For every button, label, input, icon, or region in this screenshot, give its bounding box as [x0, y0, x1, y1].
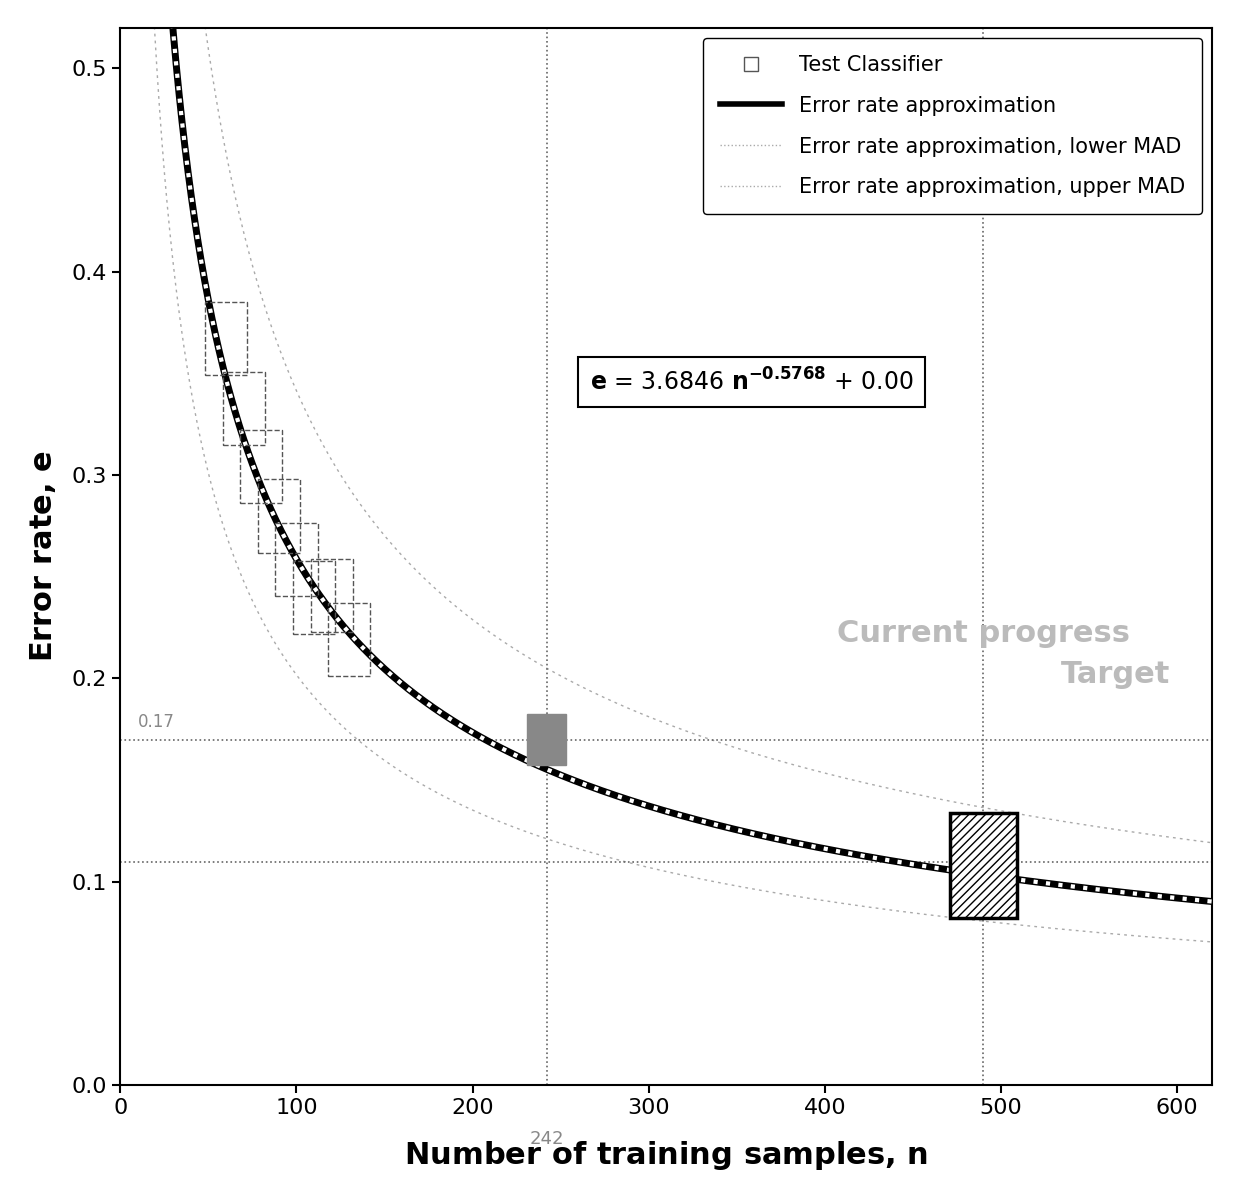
- X-axis label: Number of training samples, $\mathbf{n}$: Number of training samples, $\mathbf{n}$: [404, 1139, 929, 1172]
- Error rate approximation: [310, 584, 325, 599]
- Error rate approximation, upper MAD: [310, 426, 325, 440]
- Bar: [527, 714, 565, 764]
- Bar: [950, 812, 1017, 918]
- Error rate approximation, lower MAD: [1066, 923, 1081, 937]
- Error rate approximation, lower MAD: [1205, 935, 1220, 949]
- Error rate approximation, upper MAD: [246, 259, 260, 274]
- Text: $\mathbf{e}$ = 3.6846 $\mathbf{n}$$^{\mathbf{-0.5768}}$ + 0.00: $\mathbf{e}$ = 3.6846 $\mathbf{n}$$^{\ma…: [590, 368, 914, 396]
- Error rate approximation, lower MAD: [246, 594, 260, 608]
- Bar: [258, 480, 300, 553]
- Text: Current progress: Current progress: [837, 619, 1130, 648]
- Error rate approximation: [537, 761, 552, 775]
- Bar: [310, 559, 353, 632]
- Bar: [222, 372, 265, 445]
- Bar: [241, 430, 283, 503]
- Error rate approximation: [1066, 880, 1081, 894]
- Error rate approximation, lower MAD: [537, 830, 552, 845]
- Error rate approximation: [584, 780, 599, 794]
- Error rate approximation, upper MAD: [537, 660, 552, 674]
- Error rate approximation: [246, 457, 260, 472]
- Legend: Test Classifier, Error rate approximation, Error rate approximation, lower MAD, : Test Classifier, Error rate approximatio…: [703, 38, 1202, 214]
- Line: Error rate approximation, upper MAD: Error rate approximation, upper MAD: [129, 0, 1213, 842]
- Bar: [329, 602, 371, 676]
- Error rate approximation, upper MAD: [1066, 816, 1081, 830]
- Error rate approximation, lower MAD: [584, 845, 599, 859]
- Error rate approximation, lower MAD: [310, 692, 325, 707]
- Bar: [205, 301, 247, 374]
- Text: 242: 242: [529, 1130, 564, 1148]
- Line: Error rate approximation: Error rate approximation: [129, 0, 1213, 901]
- Error rate approximation, upper MAD: [584, 684, 599, 698]
- Error rate approximation: [1205, 894, 1220, 908]
- Text: Target: Target: [1060, 660, 1171, 689]
- Y-axis label: Error rate, $\mathbf{e}$: Error rate, $\mathbf{e}$: [27, 450, 58, 662]
- Line: Error rate approximation, lower MAD: Error rate approximation, lower MAD: [129, 0, 1213, 942]
- Error rate approximation: [1183, 893, 1198, 907]
- Text: 0.17: 0.17: [138, 713, 175, 731]
- Error rate approximation, upper MAD: [1205, 835, 1220, 850]
- Bar: [293, 560, 335, 634]
- Error rate approximation, upper MAD: [1183, 833, 1198, 847]
- Bar: [275, 522, 317, 595]
- Error rate approximation, lower MAD: [1183, 934, 1198, 948]
